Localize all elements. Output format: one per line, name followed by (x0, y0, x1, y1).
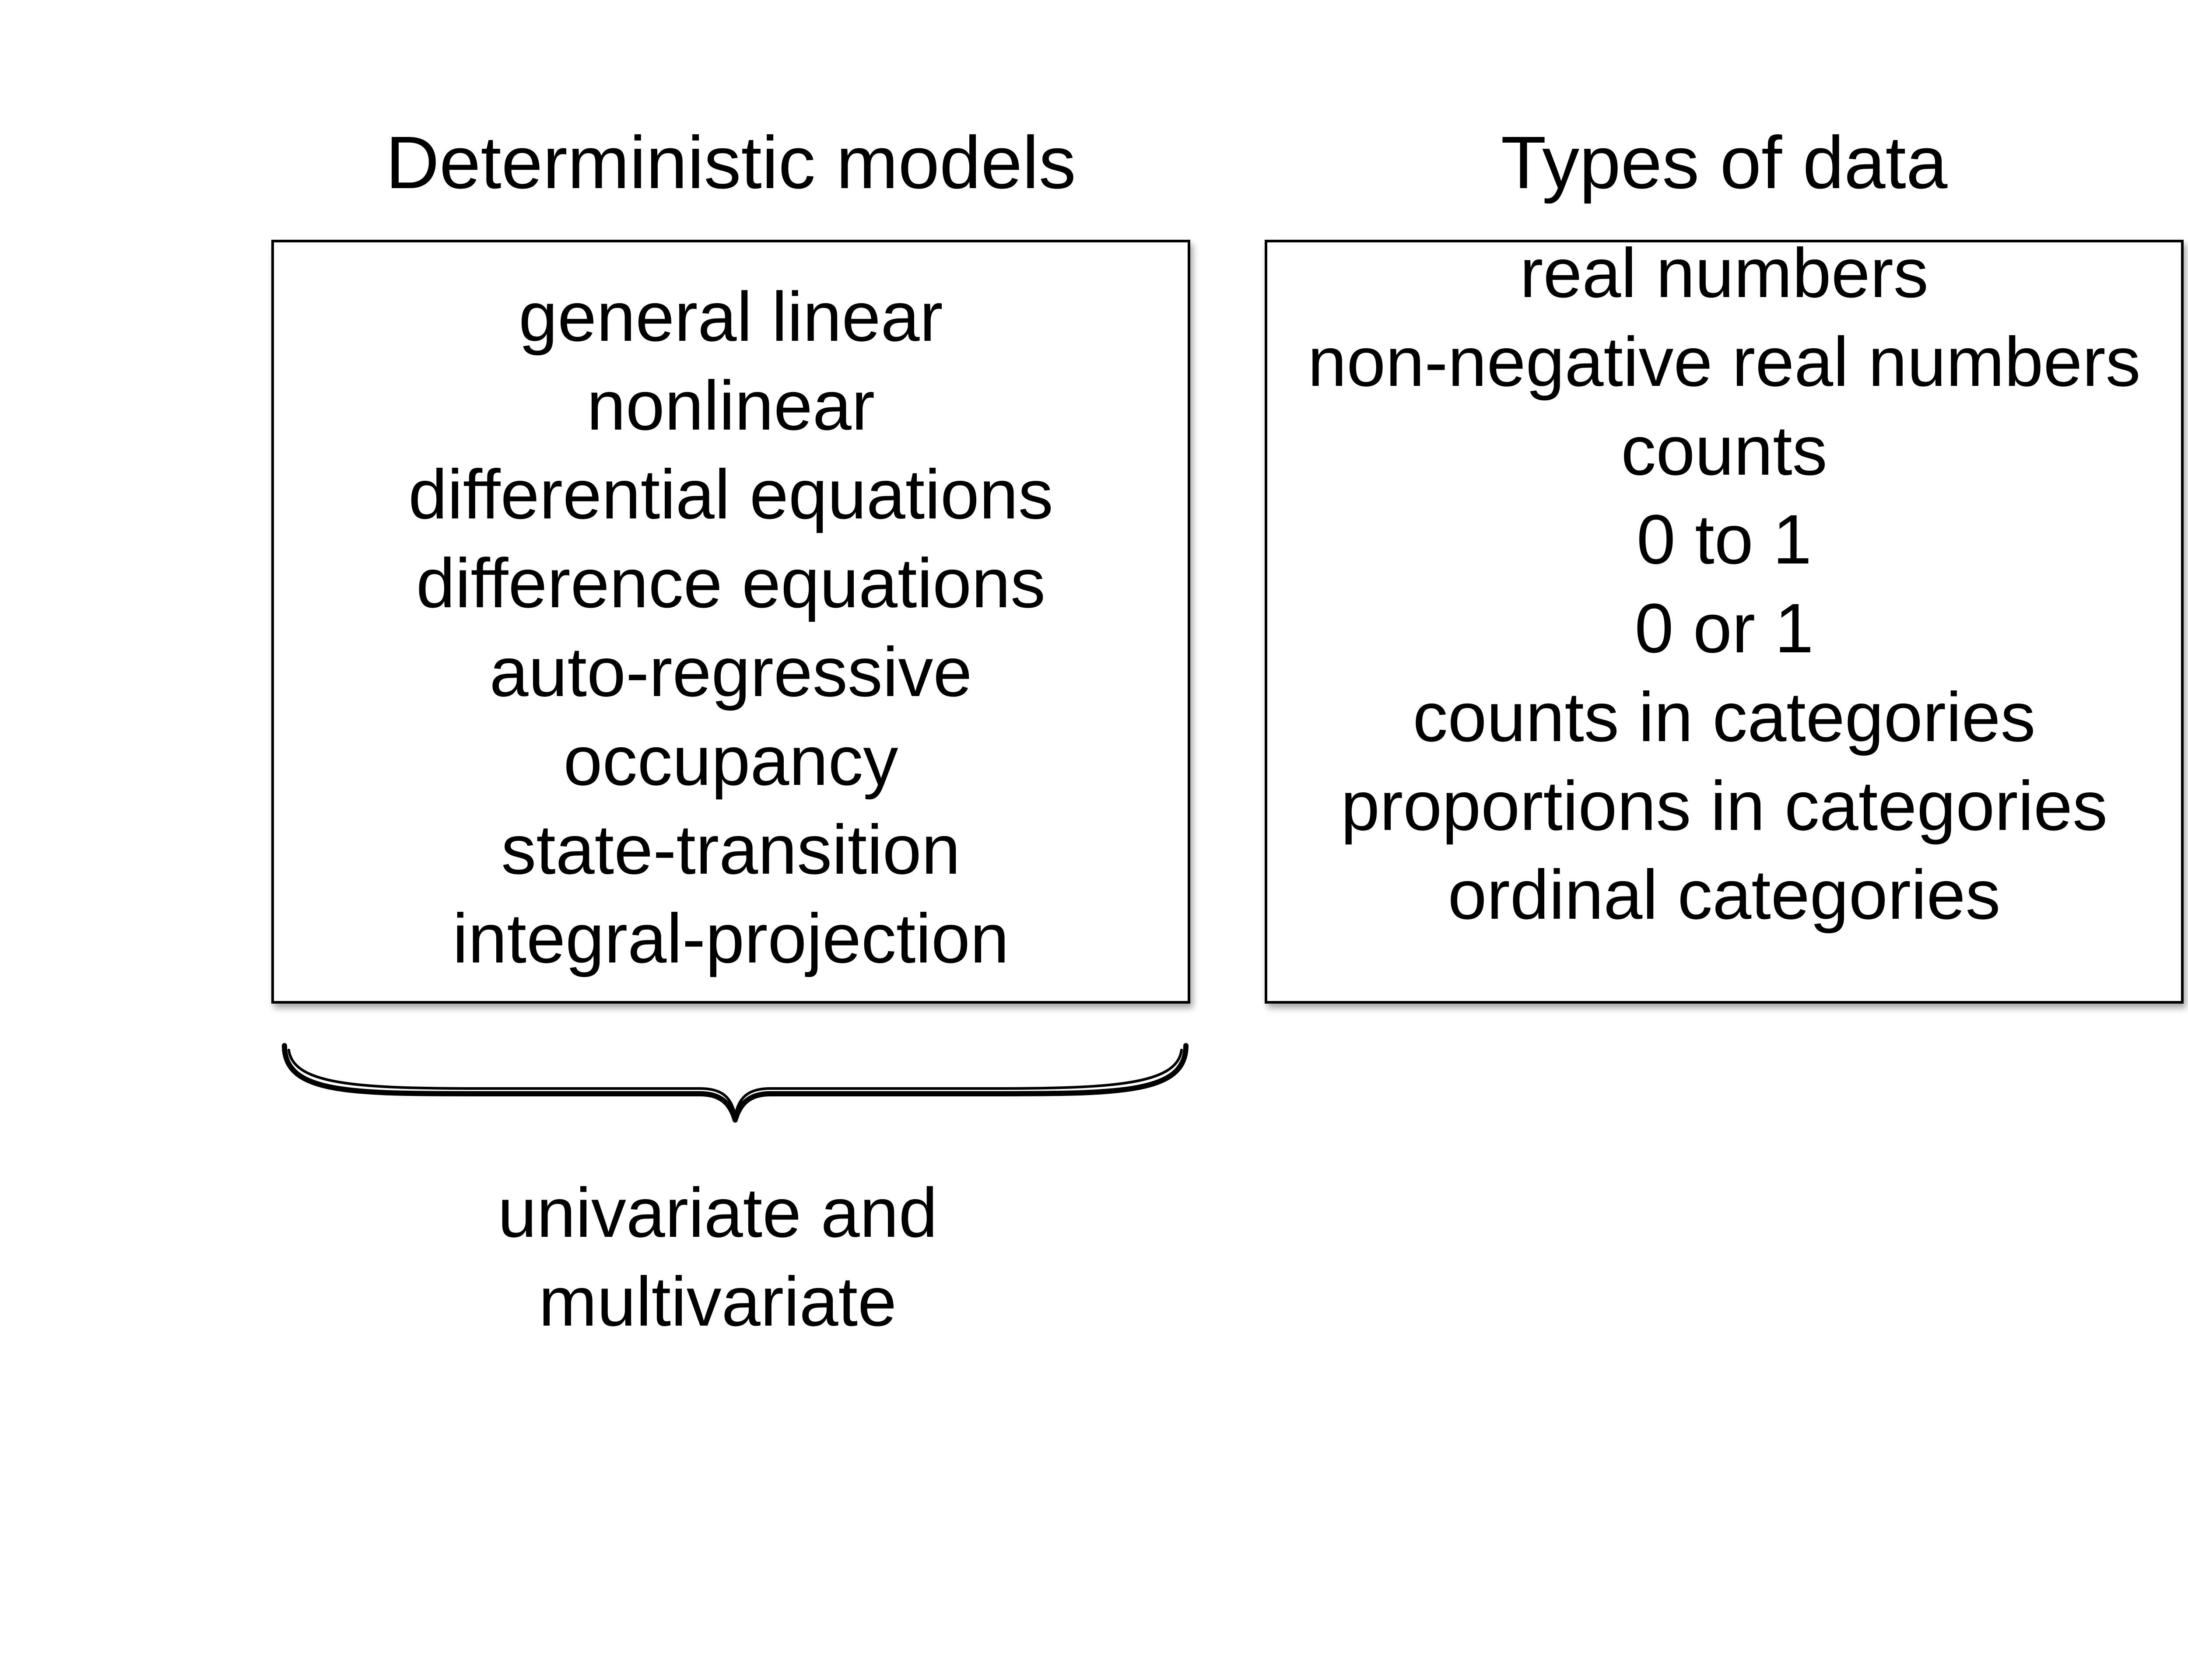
types-of-data-heading: Types of data (1501, 121, 1948, 204)
deterministic-models-box: general linear nonlinear differential eq… (271, 240, 1190, 1004)
data-type-item: 0 to 1 (1636, 500, 1812, 578)
deterministic-models-heading: Deterministic models (386, 121, 1076, 204)
data-type-item: ordinal categories (1448, 855, 2001, 934)
data-type-item: proportions in categories (1340, 766, 2108, 845)
footnote-line: multivariate (538, 1262, 897, 1340)
model-item: auto-regressive (489, 633, 972, 711)
data-type-item: counts (1621, 411, 1827, 490)
deterministic-models-list: general linear nonlinear differential eq… (274, 272, 1188, 983)
data-type-item: real numbers (1520, 240, 1929, 312)
data-type-item: counts in categories (1413, 678, 2036, 756)
types-of-data-box: real numbers non-negative real numbers c… (1265, 240, 2184, 1004)
model-item: differential equations (408, 455, 1053, 533)
model-item: general linear (519, 277, 943, 356)
model-item: integral-projection (452, 899, 1009, 977)
model-item: occupancy (563, 721, 898, 800)
data-type-item: 0 or 1 (1634, 589, 1814, 667)
univariate-multivariate-note: univariate and multivariate (271, 1168, 1164, 1346)
model-item: state-transition (501, 810, 961, 889)
footnote-line: univariate and (498, 1173, 938, 1252)
model-item: nonlinear (586, 366, 875, 444)
types-of-data-list: real numbers non-negative real numbers c… (1267, 240, 2181, 939)
curly-brace (282, 1043, 1189, 1123)
model-item: difference equations (416, 544, 1046, 622)
data-type-item: non-negative real numbers (1308, 322, 2141, 401)
